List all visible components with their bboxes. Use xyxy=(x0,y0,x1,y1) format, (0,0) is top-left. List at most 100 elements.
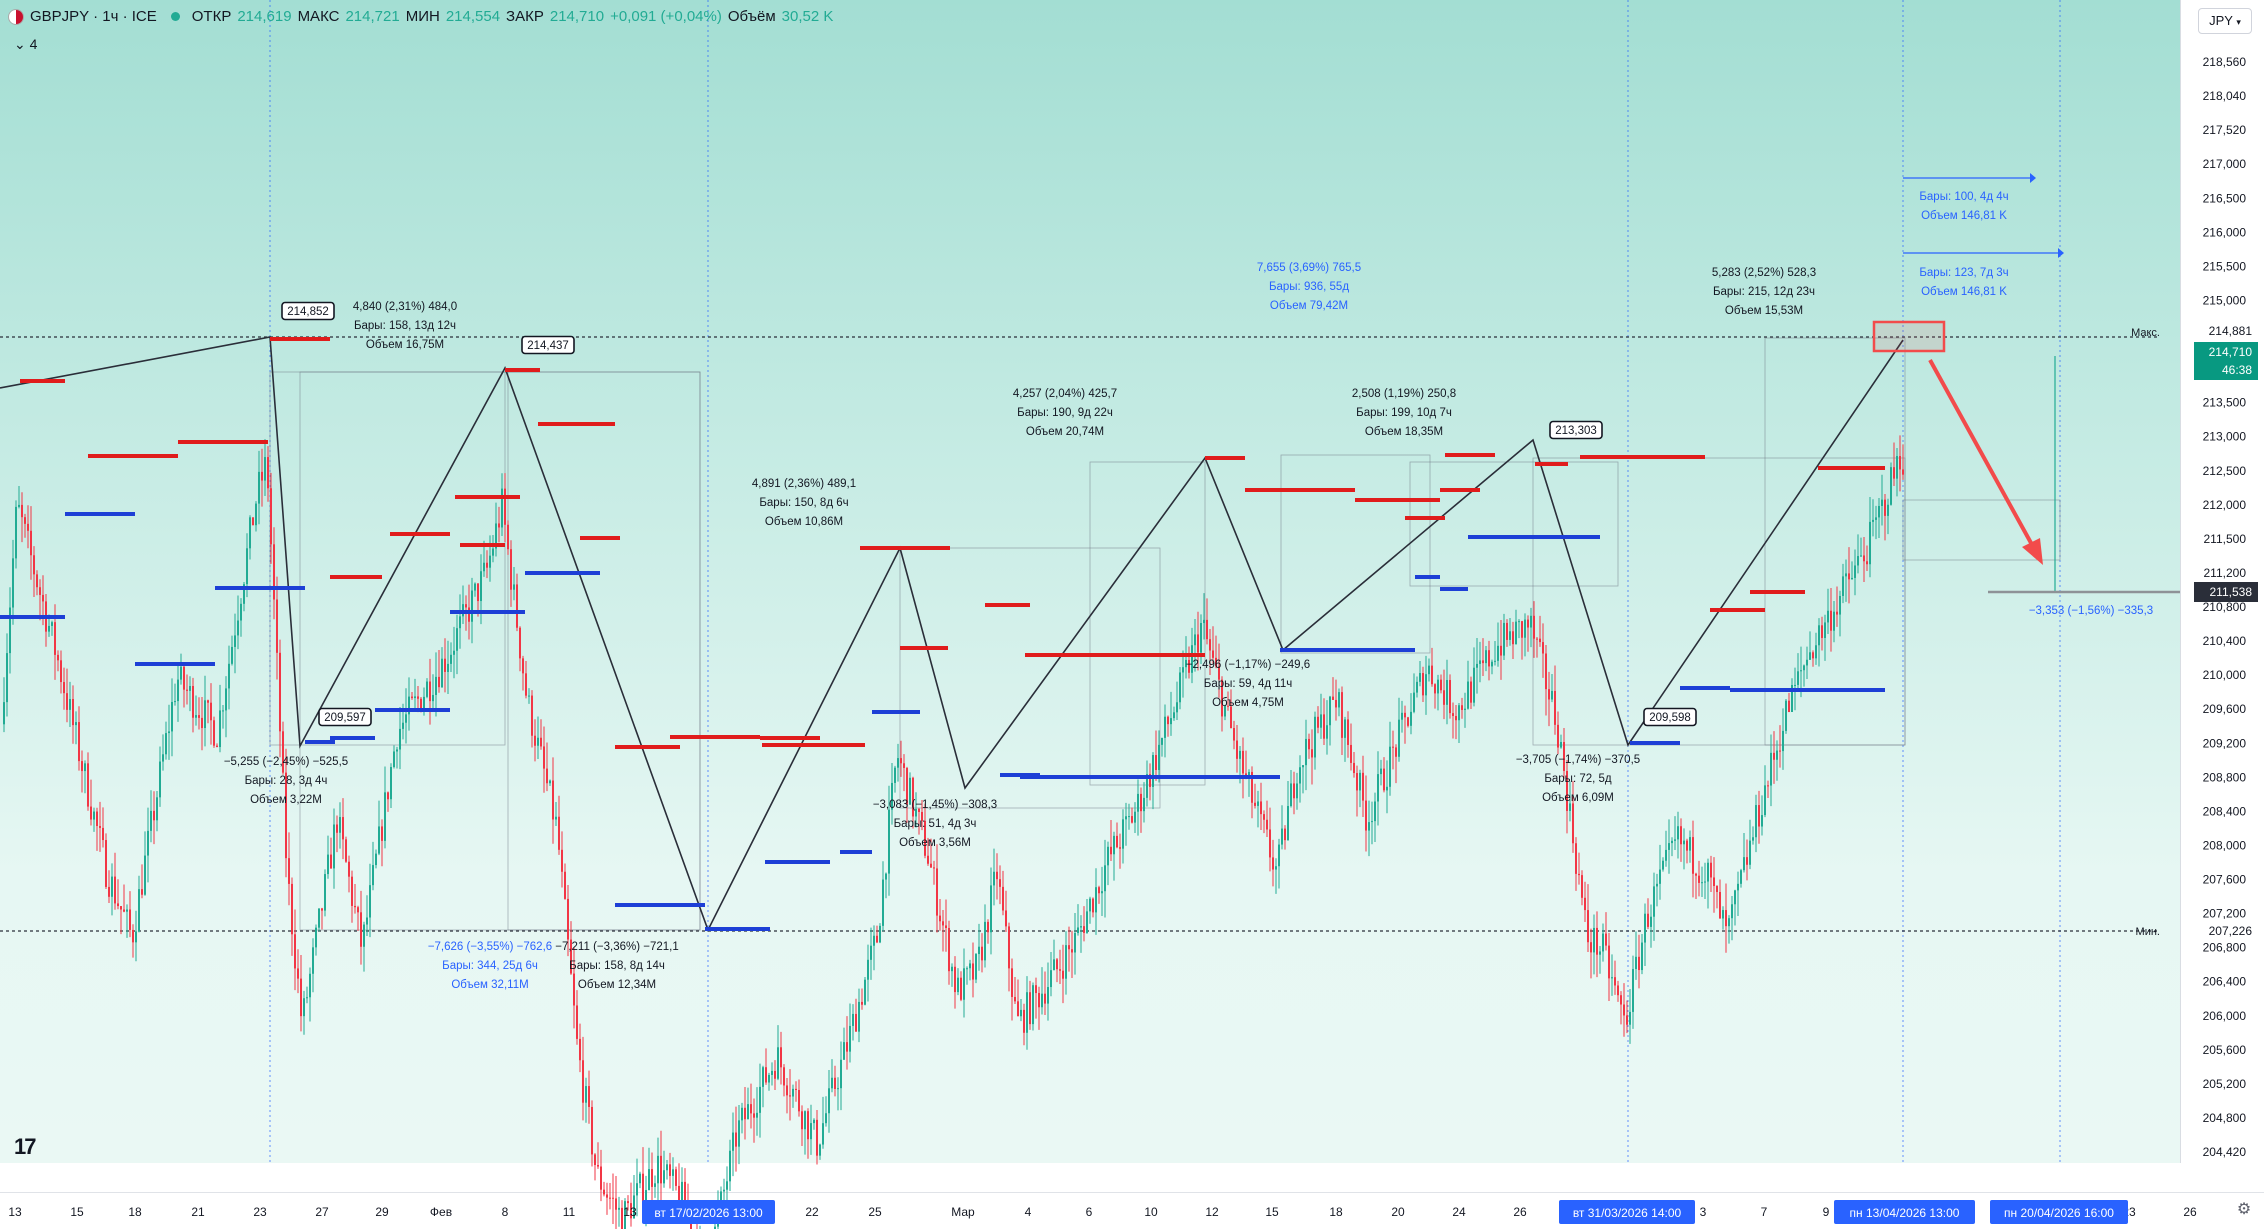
measurement-text: Бары: 344, 25д 6ч xyxy=(442,960,538,972)
candle-body xyxy=(1050,970,1052,988)
measurement-text: Объем 6,09M xyxy=(1542,792,1614,804)
measurement-text: 5,283 (2,52%) 528,3 xyxy=(1712,267,1816,279)
price-tick-label: 206,400 xyxy=(2203,975,2247,989)
price-tick-label: 210,400 xyxy=(2203,634,2247,648)
symbol-title[interactable]: GBPJPY · 1ч · ICE xyxy=(30,8,157,25)
market-status-icon xyxy=(170,12,180,21)
candle-body xyxy=(471,590,473,622)
candle-body xyxy=(246,548,248,585)
candle-body xyxy=(558,816,560,850)
candle-body xyxy=(1575,843,1577,874)
candle-body xyxy=(297,968,299,979)
swing-price-text: 214,852 xyxy=(287,306,329,318)
candle-body xyxy=(951,966,953,972)
close-price-badge-bg xyxy=(2194,342,2258,380)
candle-body xyxy=(255,503,257,526)
price-tick-label: 215,500 xyxy=(2203,259,2247,273)
candle-body xyxy=(846,1042,848,1052)
candle-body xyxy=(1578,873,1580,876)
measurement-text: 4,840 (2,31%) 484,0 xyxy=(353,301,457,313)
candle-body xyxy=(276,599,278,653)
swing-price-label xyxy=(281,301,335,321)
min-price-badge-bg xyxy=(2194,921,2258,941)
candle-body xyxy=(1830,610,1832,631)
candle-body xyxy=(1773,752,1775,760)
candle-body xyxy=(1239,750,1241,759)
candle-body xyxy=(1800,670,1802,672)
candle-body xyxy=(1125,816,1127,820)
price-tick-label: 208,800 xyxy=(2203,770,2247,784)
candle-body xyxy=(1758,805,1760,827)
candle-body xyxy=(216,745,218,748)
candle-body xyxy=(933,867,935,869)
time-tick-label: 9 xyxy=(1823,1205,1830,1219)
candle-body xyxy=(1662,860,1664,870)
candle-body xyxy=(1533,615,1535,639)
measurement-text: −2,496 (−1,17%) −249,6 xyxy=(1186,659,1310,671)
candle-body xyxy=(1311,749,1313,758)
candle-body xyxy=(999,879,1001,887)
candle-body xyxy=(1437,679,1439,694)
zigzag-line xyxy=(0,336,1904,933)
candle-body xyxy=(117,903,119,907)
measurement-text: −3,083 (−1,45%) −308,3 xyxy=(873,799,997,811)
candle-body xyxy=(594,1154,596,1166)
price-tick-label: 217,000 xyxy=(2203,157,2247,171)
candle-body xyxy=(1599,951,1601,955)
candle-body xyxy=(1242,750,1244,774)
candle-body xyxy=(51,622,53,626)
candle-body xyxy=(1806,659,1808,666)
candle-body xyxy=(732,1132,734,1151)
candle-body xyxy=(645,1190,647,1204)
candle-body xyxy=(1218,666,1220,680)
candle-body xyxy=(906,767,908,805)
candle-body xyxy=(1797,671,1799,685)
measure-box xyxy=(1409,461,1619,587)
candle-body xyxy=(1737,883,1739,891)
candle-body xyxy=(534,735,536,746)
candle-body xyxy=(738,1120,740,1147)
candle-body xyxy=(279,652,281,732)
measurement-text: Бары: 190, 9д 22ч xyxy=(1017,407,1113,419)
candle-body xyxy=(252,517,254,526)
candle-body xyxy=(1287,806,1289,841)
indicators-toggle[interactable]: ⌄ 4 xyxy=(14,36,37,53)
candle-body xyxy=(501,488,503,528)
time-tick-label: 29 xyxy=(375,1205,389,1219)
measurement-text: 2,508 (1,19%) 250,8 xyxy=(1352,388,1456,400)
currency-button[interactable]: JPY ▾ xyxy=(2198,8,2252,34)
candle-body xyxy=(1083,926,1085,933)
candle-body xyxy=(285,772,287,859)
candle-body xyxy=(381,826,383,841)
candle-body xyxy=(477,583,479,602)
candle-body xyxy=(270,488,272,545)
candle-body xyxy=(354,905,356,908)
candle-body xyxy=(1731,904,1733,919)
candle-body xyxy=(825,1113,827,1124)
candle-body xyxy=(351,876,353,906)
candle-body xyxy=(657,1155,659,1184)
candle-body xyxy=(489,555,491,568)
candle-body xyxy=(1056,959,1058,970)
candle-body xyxy=(1590,942,1592,953)
price-scale[interactable] xyxy=(2180,0,2264,1163)
candle-body xyxy=(135,931,137,943)
candle-body xyxy=(1554,690,1556,725)
candle-body xyxy=(1362,772,1364,801)
time-tick-label: 13 xyxy=(623,1205,637,1219)
candle-body xyxy=(1266,819,1268,830)
candle-body xyxy=(606,1194,608,1198)
time-tick-label: 6 xyxy=(1086,1205,1093,1219)
candle-body xyxy=(261,471,263,481)
candle-body xyxy=(1422,673,1424,696)
candle-body xyxy=(939,915,941,922)
candle-body xyxy=(1698,875,1700,883)
candle-body xyxy=(75,722,77,726)
candle-body xyxy=(72,699,74,726)
candle-body xyxy=(444,658,446,672)
candle-body xyxy=(57,654,59,661)
candle-body xyxy=(18,504,20,507)
gear-icon[interactable]: ⚙ xyxy=(2236,1201,2252,1218)
candle-body xyxy=(93,811,95,820)
candle-body xyxy=(1044,993,1046,1004)
